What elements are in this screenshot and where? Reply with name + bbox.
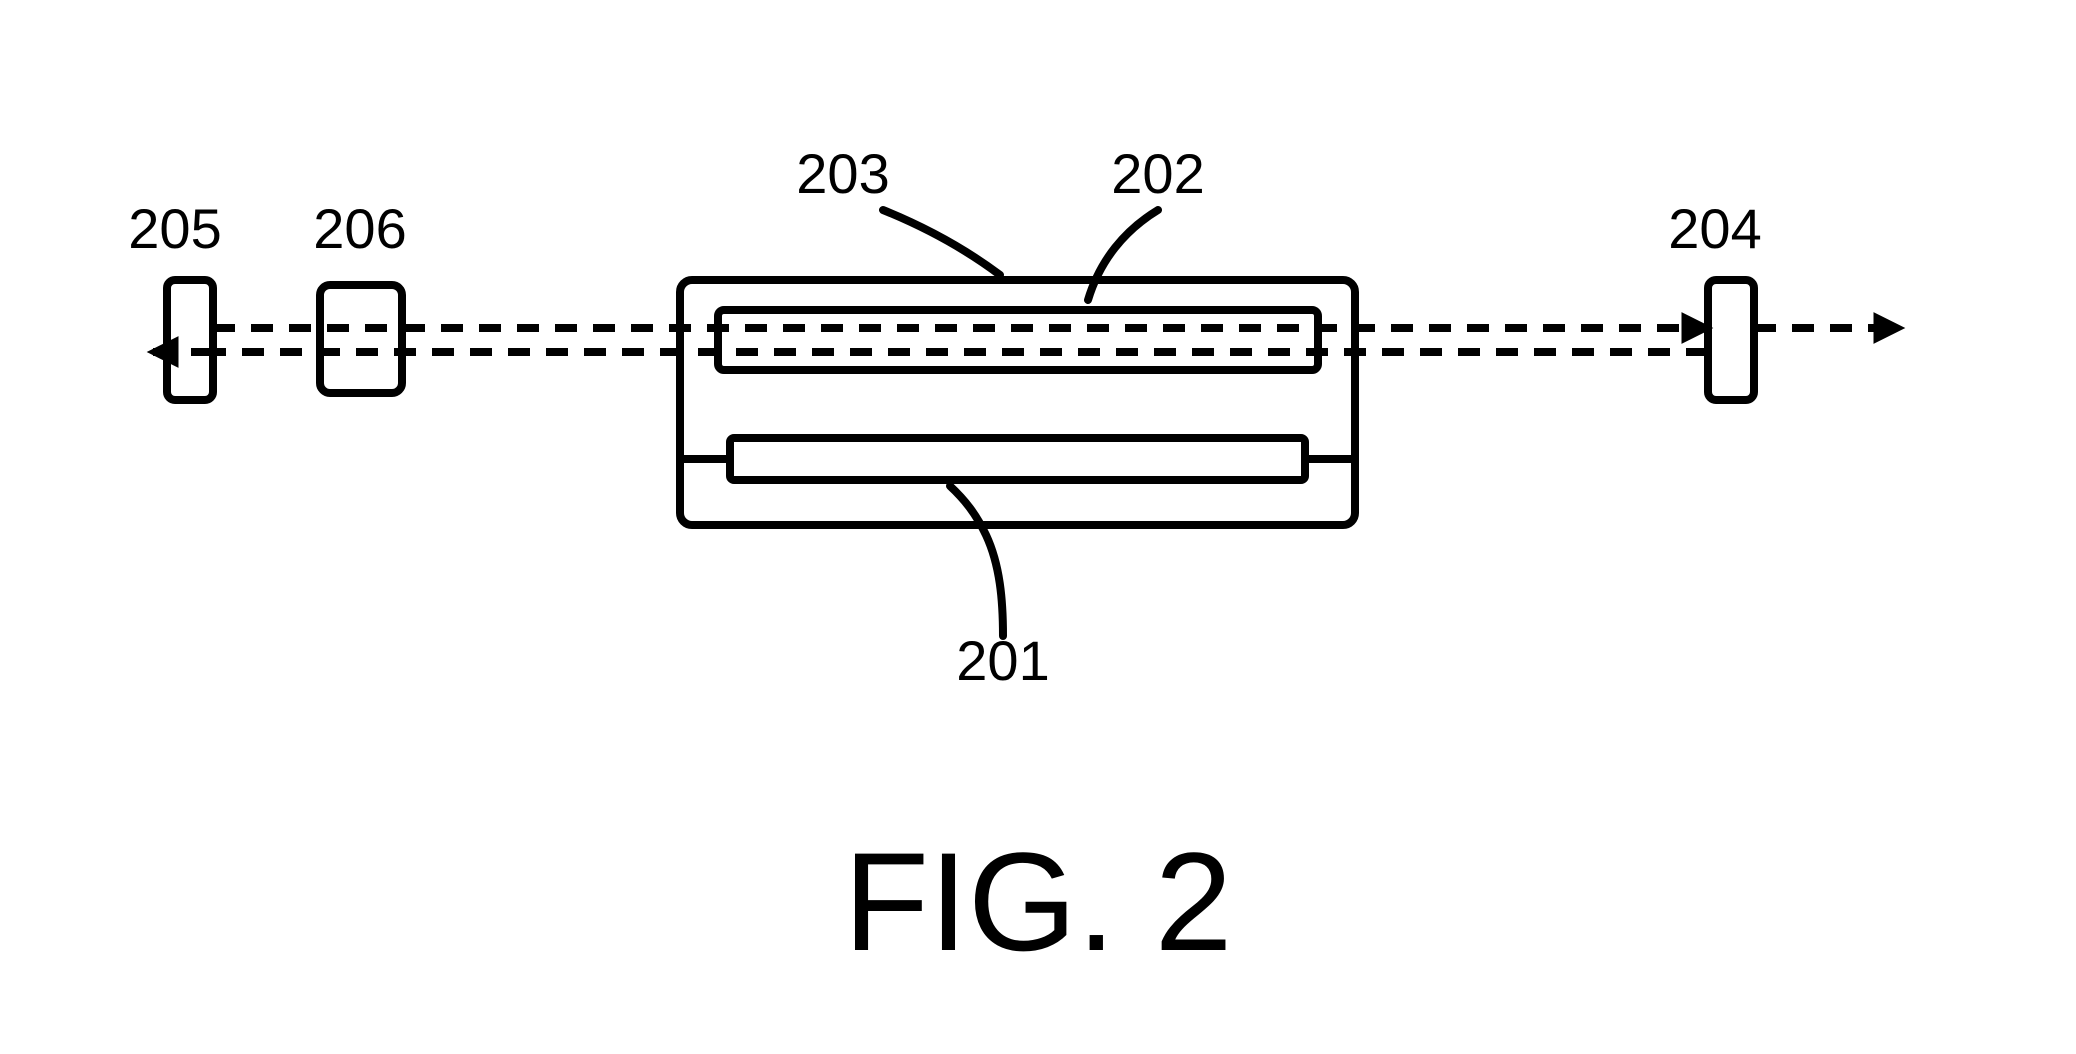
label-205: 205 — [128, 197, 221, 260]
label-201: 201 — [956, 629, 1049, 692]
label-203: 203 — [796, 142, 889, 205]
label-202: 202 — [1111, 142, 1204, 205]
label-206: 206 — [313, 197, 406, 260]
label-204: 204 — [1668, 197, 1761, 260]
figure-caption: FIG. 2 — [844, 823, 1233, 980]
